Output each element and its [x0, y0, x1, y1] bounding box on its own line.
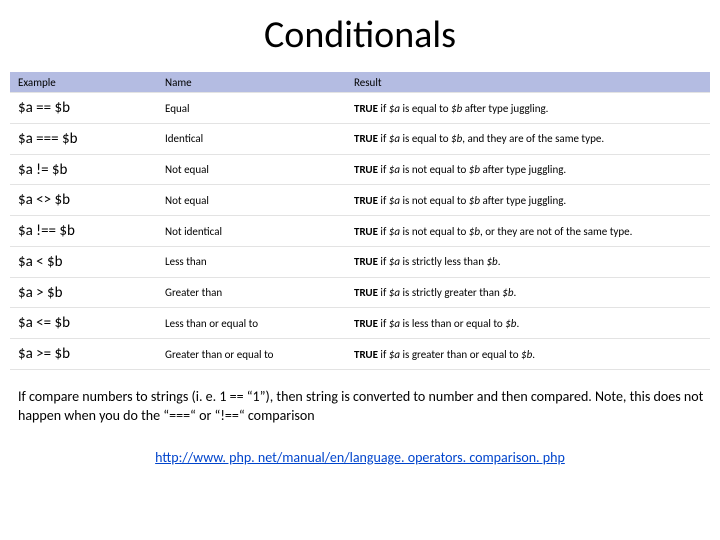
- cell-name: Greater than: [157, 277, 346, 308]
- cell-result: TRUE if $a is greater than or equal to $…: [346, 339, 710, 370]
- cell-example: $a < $b: [10, 246, 157, 277]
- cell-example: $a <> $b: [10, 185, 157, 216]
- cell-example: $a === $b: [10, 123, 157, 154]
- cell-name: Not equal: [157, 154, 346, 185]
- table-row: $a != $b Not equal TRUE if $a is not equ…: [10, 154, 710, 185]
- cell-example: $a == $b: [10, 93, 157, 124]
- cell-result: TRUE if $a is not equal to $b after type…: [346, 185, 710, 216]
- table-row: $a <> $b Not equal TRUE if $a is not equ…: [10, 185, 710, 216]
- col-example: Example: [10, 72, 157, 93]
- cell-result: TRUE if $a is equal to $b, and they are …: [346, 123, 710, 154]
- table-row: $a === $b Identical TRUE if $a is equal …: [10, 123, 710, 154]
- cell-result: TRUE if $a is not equal to $b, or they a…: [346, 216, 710, 247]
- cell-name: Less than or equal to: [157, 308, 346, 339]
- comparison-table: Example Name Result $a == $b Equal TRUE …: [10, 72, 710, 370]
- col-name: Name: [157, 72, 346, 93]
- cell-result: TRUE if $a is equal to $b after type jug…: [346, 93, 710, 124]
- slide: Conditionals Example Name Result $a == $…: [0, 0, 720, 540]
- table-row: $a <= $b Less than or equal to TRUE if $…: [10, 308, 710, 339]
- table-row: $a < $b Less than TRUE if $a is strictly…: [10, 246, 710, 277]
- table-row: $a == $b Equal TRUE if $a is equal to $b…: [10, 93, 710, 124]
- reference-link[interactable]: http://www. php. net/manual/en/language.…: [155, 449, 565, 466]
- cell-result: TRUE if $a is less than or equal to $b.: [346, 308, 710, 339]
- cell-name: Equal: [157, 93, 346, 124]
- cell-name: Greater than or equal to: [157, 339, 346, 370]
- footnote-text: If compare numbers to strings (i. e. 1 =…: [18, 388, 704, 426]
- cell-example: $a > $b: [10, 277, 157, 308]
- table-row: $a >= $b Greater than or equal to TRUE i…: [10, 339, 710, 370]
- cell-result: TRUE if $a is strictly less than $b.: [346, 246, 710, 277]
- cell-result: TRUE if $a is not equal to $b after type…: [346, 154, 710, 185]
- cell-name: Less than: [157, 246, 346, 277]
- cell-example: $a != $b: [10, 154, 157, 185]
- cell-result: TRUE if $a is strictly greater than $b.: [346, 277, 710, 308]
- table-row: $a > $b Greater than TRUE if $a is stric…: [10, 277, 710, 308]
- cell-name: Not equal: [157, 185, 346, 216]
- cell-example: $a >= $b: [10, 339, 157, 370]
- cell-name: Not identical: [157, 216, 346, 247]
- page-title: Conditionals: [10, 12, 710, 58]
- cell-example: $a !== $b: [10, 216, 157, 247]
- table-header-row: Example Name Result: [10, 72, 710, 93]
- table-row: $a !== $b Not identical TRUE if $a is no…: [10, 216, 710, 247]
- cell-name: Identical: [157, 123, 346, 154]
- reference-link-line: http://www. php. net/manual/en/language.…: [10, 448, 710, 467]
- col-result: Result: [346, 72, 710, 93]
- cell-example: $a <= $b: [10, 308, 157, 339]
